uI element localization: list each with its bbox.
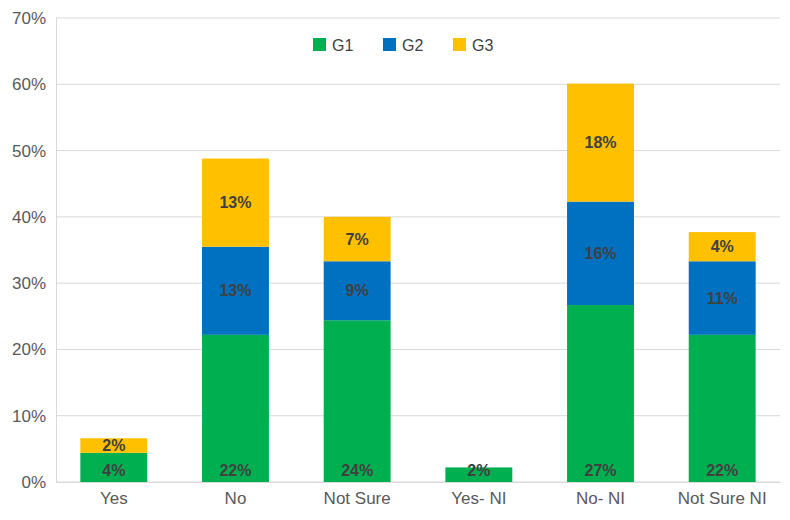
bars (80, 84, 755, 482)
y-tick-label: 10% (12, 407, 46, 426)
x-tick: No (225, 482, 247, 508)
legend-item: G2 (383, 37, 423, 54)
bar (324, 261, 391, 320)
grid-line (56, 216, 780, 217)
x-tick: Not Sure NI (678, 482, 767, 508)
legend: G1 G2 G3 (313, 37, 493, 54)
y-tick: 60% (12, 75, 56, 94)
data-label: 22% (219, 462, 251, 479)
bar (80, 453, 147, 482)
x-axis-line (57, 482, 781, 483)
data-labels: 4% 22% 24% 2% 27% 22% 13% 9% 16% 11% 2% 13% 7% 18% 4% (102, 134, 738, 478)
y-tick: 30% (12, 274, 56, 293)
grid (56, 18, 780, 482)
series-bars (202, 202, 756, 335)
x-tick-label: Yes (100, 489, 128, 508)
series-bars (80, 84, 755, 453)
y-tick-label: 40% (12, 208, 46, 227)
bar (324, 320, 391, 482)
y-tick: 10% (12, 407, 56, 426)
data-label: 27% (585, 462, 617, 479)
x-tick-label: Not Sure (324, 489, 391, 508)
series-bars (80, 305, 755, 482)
data-label: 7% (346, 231, 369, 248)
y-tick: 50% (12, 142, 56, 161)
grid-line (56, 415, 780, 416)
y-tick: 40% (12, 208, 56, 227)
bar (202, 247, 269, 335)
bar (689, 335, 756, 482)
legend-label: G3 (472, 37, 493, 54)
legend-item: G1 (313, 37, 353, 54)
legend-swatch (453, 38, 466, 51)
data-label: 9% (346, 282, 369, 299)
data-label: 13% (219, 282, 251, 299)
chart: 0% 10% 20% 30% 40% 50% 60% 70% Yes No Not Sure Yes-… (0, 0, 790, 520)
data-label: 2% (467, 462, 490, 479)
y-tick-label: 0% (21, 473, 46, 492)
x-tick: Not Sure (324, 482, 391, 508)
data-label: 4% (711, 238, 734, 255)
y-axis-line (56, 19, 57, 483)
legend-swatch (313, 38, 326, 51)
grid-line (56, 84, 780, 85)
x-tick-label: No (225, 489, 247, 508)
x-tick-label: Not Sure NI (678, 489, 767, 508)
x-tick: Yes- NI (451, 482, 506, 508)
data-label: 4% (102, 462, 125, 479)
data-label: 24% (341, 462, 373, 479)
legend-label: G1 (332, 37, 353, 54)
data-label: 11% (707, 290, 738, 307)
bar (202, 159, 269, 247)
x-tick-label: Yes- NI (451, 489, 506, 508)
grid-line (56, 349, 780, 350)
y-axis: 0% 10% 20% 30% 40% 50% 60% 70% (12, 9, 57, 492)
y-tick-label: 30% (12, 274, 46, 293)
y-tick-label: 20% (12, 340, 46, 359)
y-tick-label: 50% (12, 142, 46, 161)
bar (689, 232, 756, 261)
y-tick-label: 70% (12, 9, 46, 28)
x-axis: Yes No Not Sure Yes- NI No- NI Not Sure NI (57, 482, 781, 508)
grid-line (56, 18, 780, 19)
legend-swatch (383, 38, 396, 51)
legend-label: G2 (402, 37, 423, 54)
y-tick: 20% (12, 340, 56, 359)
legend-item: G3 (453, 37, 493, 54)
x-tick: No- NI (576, 482, 625, 508)
bar (689, 261, 756, 335)
y-tick-label: 60% (12, 75, 46, 94)
data-label: 2% (102, 437, 125, 454)
bar (567, 84, 634, 202)
grid-line (56, 482, 780, 483)
data-label: 18% (585, 134, 617, 151)
x-tick: Yes (100, 482, 128, 508)
y-tick: 70% (12, 9, 56, 28)
bar (324, 217, 391, 261)
data-label: 13% (219, 194, 251, 211)
grid-line (56, 283, 780, 284)
bar (202, 335, 269, 482)
grid-line (56, 150, 780, 151)
bar (567, 305, 634, 482)
bar (567, 202, 634, 305)
x-tick-label: No- NI (576, 489, 625, 508)
y-tick: 0% (21, 473, 56, 492)
data-label: 16% (585, 245, 617, 262)
data-label: 22% (706, 462, 738, 479)
